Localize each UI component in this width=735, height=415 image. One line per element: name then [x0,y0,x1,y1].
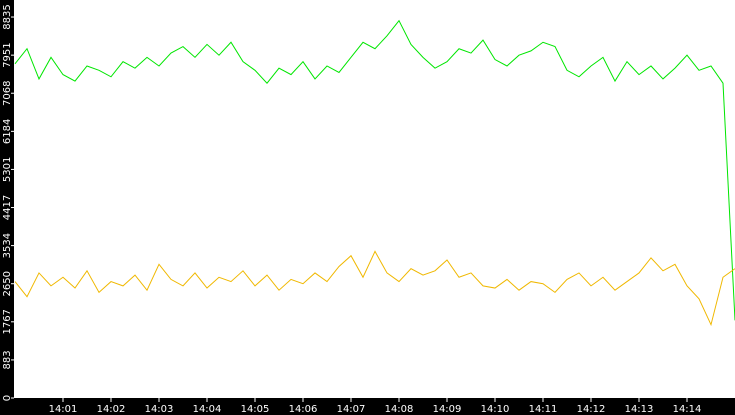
x-tick-label: 14:06 [289,404,318,415]
x-tick-label: 14:01 [49,404,78,415]
x-tick-label: 14:11 [529,404,558,415]
series-line [14,250,735,327]
y-tick-label: 3534 [2,233,13,258]
x-tick-label: 14:03 [145,404,174,415]
y-tick-label: 5301 [2,157,13,182]
series-line [14,19,735,321]
x-tick-label: 14:12 [577,404,606,415]
x-tick-label: 14:14 [673,404,702,415]
y-tick-label: 4417 [2,195,13,220]
x-axis-band [0,398,735,415]
x-tick-label: 14:13 [625,404,654,415]
x-tick-label: 14:04 [193,404,222,415]
x-tick-label: 14:10 [481,404,510,415]
y-axis-band [0,0,14,415]
y-tick-label: 1767 [2,309,13,334]
x-tick-label: 14:05 [241,404,270,415]
y-tick-label: 7068 [2,80,13,105]
x-tick-label: 14:09 [433,404,462,415]
y-tick-label: 8835 [2,4,13,29]
y-tick-label: 7951 [2,42,13,67]
y-tick-label: 2650 [2,271,13,296]
x-tick-label: 14:08 [385,404,414,415]
y-tick-label: 883 [2,350,13,369]
x-tick-label: 14:07 [337,404,366,415]
y-tick-label: 6184 [2,119,13,144]
x-tick-label: 14:02 [97,404,126,415]
y-tick-label: 0 [2,395,13,401]
